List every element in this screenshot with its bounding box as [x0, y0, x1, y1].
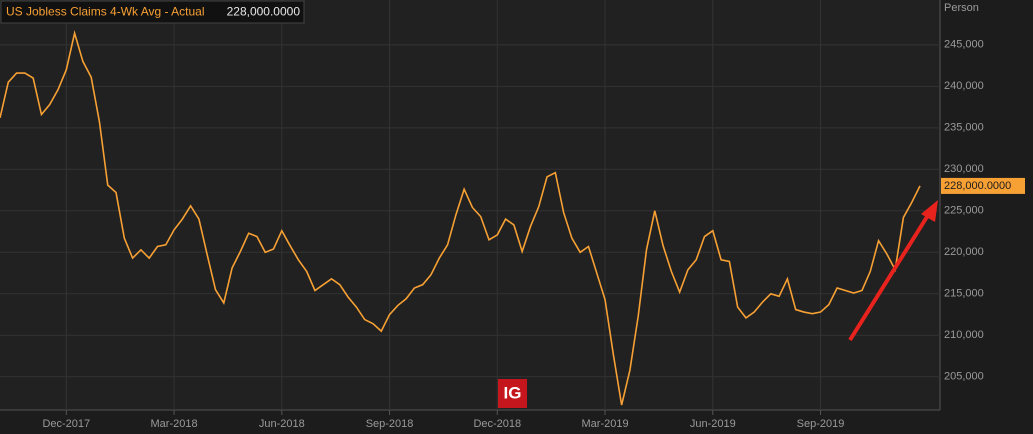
x-tick-label: Jun-2018	[259, 418, 305, 430]
last-value-label: 228,000.0000	[944, 180, 1011, 192]
y-tick-label: 230,000	[944, 163, 984, 175]
marks	[0, 30, 921, 406]
y-tick-label: 225,000	[944, 205, 984, 217]
y-tick-label: 220,000	[944, 246, 984, 258]
watermark-box	[498, 379, 527, 408]
legend-box	[0, 0, 305, 24]
grid	[0, 0, 940, 410]
x-tick-label: Dec-2018	[473, 418, 521, 430]
x-tick-label: Sep-2019	[797, 418, 845, 430]
y-tick-label: 235,000	[944, 122, 984, 134]
legend-value: 228,000.0000	[227, 5, 301, 19]
annotation-arrow	[848, 210, 932, 342]
watermark: IG	[504, 383, 522, 402]
y-tick-label: 245,000	[944, 39, 984, 51]
y-axis-label: Person	[944, 2, 979, 14]
y-tick-label: 240,000	[944, 80, 984, 92]
x-tick-label: Mar-2019	[582, 418, 629, 430]
legend-title: US Jobless Claims 4-Wk Avg - Actual	[6, 5, 205, 19]
x-tick-label: Sep-2018	[366, 418, 414, 430]
x-tick-label: Dec-2017	[42, 418, 90, 430]
y-tick-label: 215,000	[944, 288, 984, 300]
y-tick-label: 205,000	[944, 371, 984, 383]
last-value-box	[941, 177, 1025, 194]
line	[0, 30, 921, 406]
x-tick-label: Mar-2018	[151, 418, 198, 430]
x-tick-label: Jun-2019	[690, 418, 736, 430]
plot-area	[0, 0, 940, 410]
y-tick-label: 210,000	[944, 329, 984, 341]
annotation-arrowhead	[921, 200, 938, 222]
